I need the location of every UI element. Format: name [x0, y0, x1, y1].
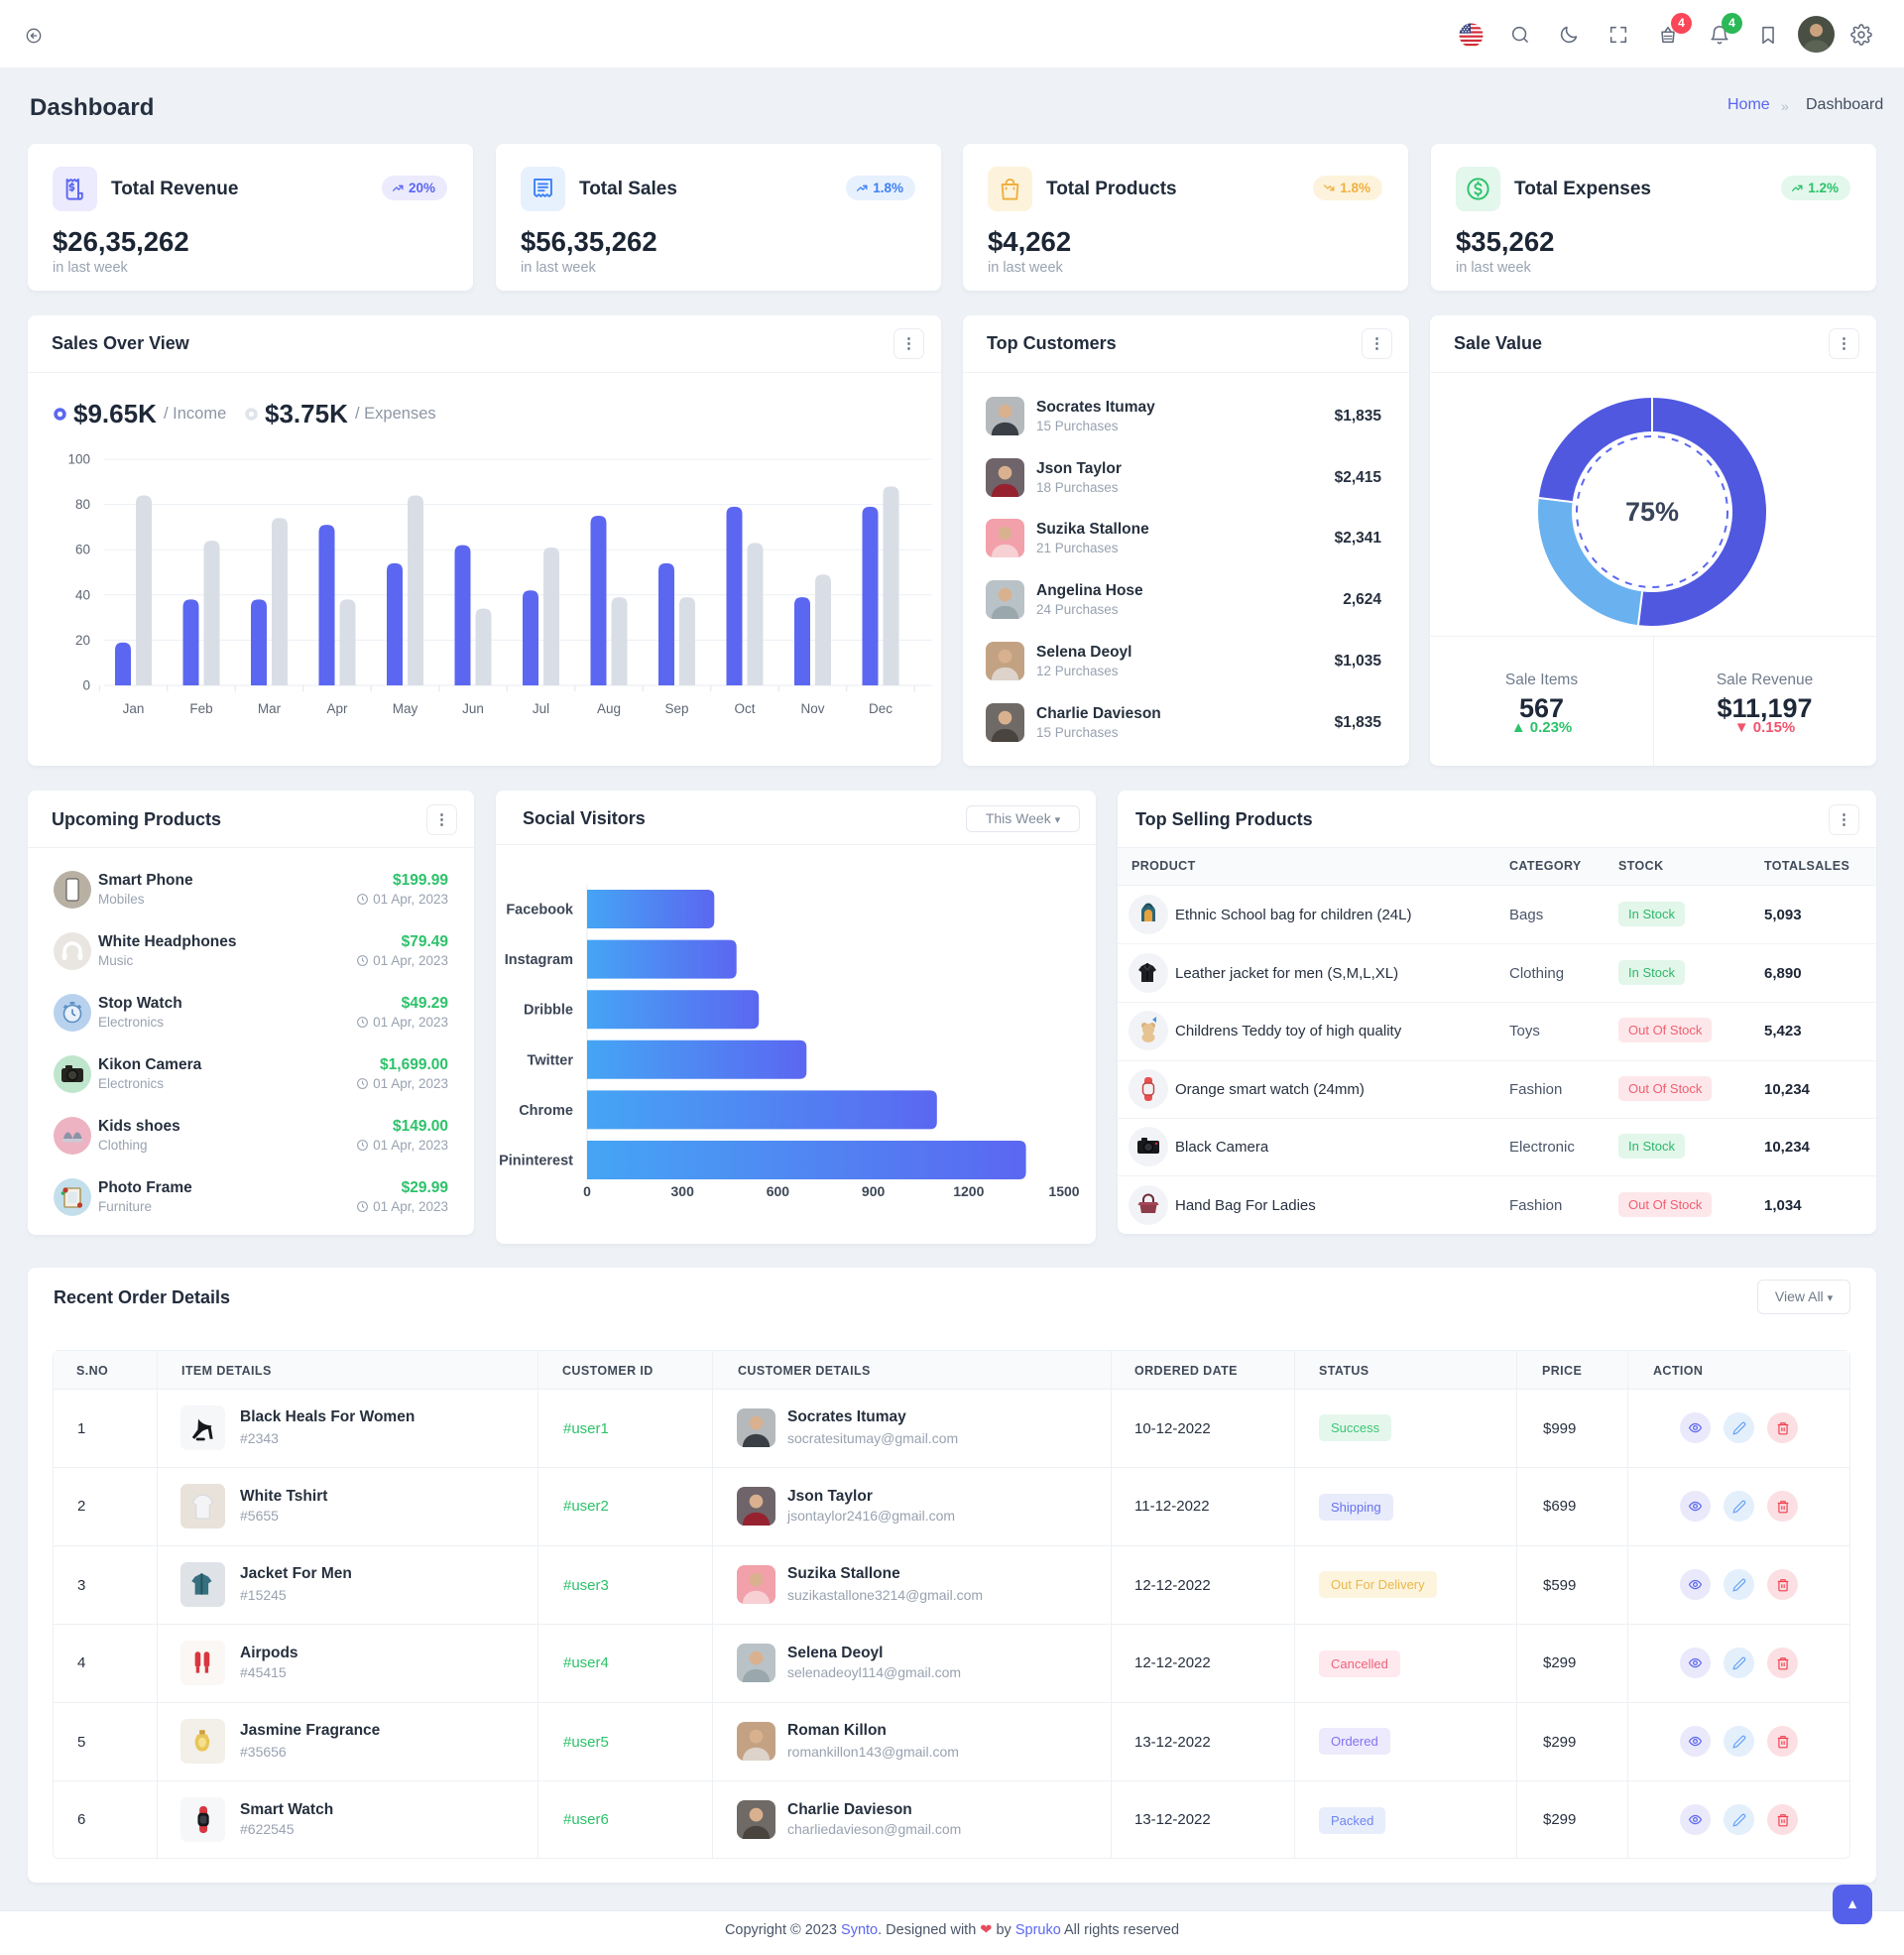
svg-text:Dec: Dec [869, 701, 892, 716]
svg-text:Mar: Mar [258, 701, 282, 716]
svg-text:0: 0 [583, 1183, 591, 1199]
svg-text:Twitter: Twitter [528, 1052, 574, 1068]
svg-text:75%: 75% [1625, 497, 1679, 527]
svg-text:Jan: Jan [123, 701, 145, 716]
svg-text:900: 900 [862, 1183, 886, 1199]
svg-text:Jul: Jul [533, 701, 549, 716]
svg-text:Aug: Aug [597, 701, 621, 716]
svg-text:Sep: Sep [664, 701, 688, 716]
svg-text:60: 60 [75, 543, 90, 557]
svg-text:Jun: Jun [462, 701, 484, 716]
svg-text:Nov: Nov [800, 701, 824, 716]
svg-text:600: 600 [767, 1183, 790, 1199]
svg-text:May: May [393, 701, 418, 716]
svg-text:Instagram: Instagram [505, 952, 573, 968]
svg-text:Chrome: Chrome [519, 1103, 573, 1119]
svg-text:Oct: Oct [734, 701, 755, 716]
svg-text:100: 100 [67, 452, 90, 467]
svg-text:Facebook: Facebook [506, 903, 574, 918]
svg-text:20: 20 [75, 633, 90, 648]
svg-text:40: 40 [75, 587, 90, 602]
svg-text:1200: 1200 [953, 1183, 984, 1199]
svg-text:Pininterest: Pininterest [499, 1154, 573, 1169]
svg-text:0: 0 [82, 678, 90, 693]
svg-text:Apr: Apr [326, 701, 348, 716]
svg-text:Dribble: Dribble [524, 1003, 573, 1019]
svg-text:1500: 1500 [1048, 1183, 1079, 1199]
svg-text:300: 300 [671, 1183, 695, 1199]
svg-text:80: 80 [75, 497, 90, 512]
svg-text:Feb: Feb [189, 701, 212, 716]
